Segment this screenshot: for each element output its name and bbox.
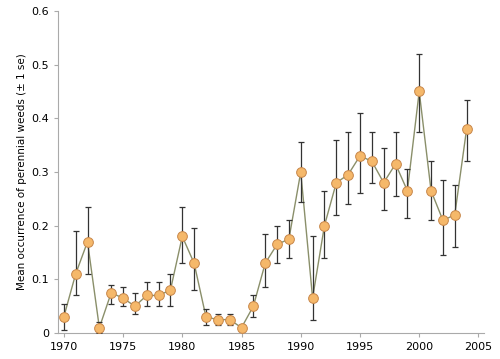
Point	[439, 218, 447, 223]
Point	[142, 293, 150, 298]
Point	[250, 303, 258, 309]
Point	[190, 260, 198, 266]
Point	[96, 325, 104, 331]
Point	[60, 314, 68, 320]
Point	[427, 188, 435, 194]
Point	[273, 242, 281, 247]
Point	[226, 317, 234, 322]
Point	[202, 314, 210, 320]
Point	[84, 239, 92, 244]
Point	[462, 126, 470, 132]
Point	[296, 169, 304, 175]
Point	[344, 172, 352, 178]
Point	[404, 188, 411, 194]
Point	[107, 290, 115, 296]
Point	[72, 271, 80, 277]
Point	[415, 89, 423, 94]
Point	[392, 161, 400, 167]
Point	[285, 236, 293, 242]
Point	[178, 234, 186, 239]
Point	[261, 260, 269, 266]
Point	[119, 295, 127, 301]
Point	[320, 223, 328, 229]
Point	[308, 295, 316, 301]
Point	[368, 158, 376, 164]
Point	[131, 303, 139, 309]
Point	[154, 293, 162, 298]
Point	[451, 212, 459, 218]
Y-axis label: Mean occurrence of perennial weeds (± 1 se): Mean occurrence of perennial weeds (± 1 …	[17, 53, 27, 290]
Point	[380, 180, 388, 186]
Point	[356, 153, 364, 159]
Point	[166, 287, 174, 293]
Point	[214, 317, 222, 322]
Point	[332, 180, 340, 186]
Point	[238, 325, 246, 331]
